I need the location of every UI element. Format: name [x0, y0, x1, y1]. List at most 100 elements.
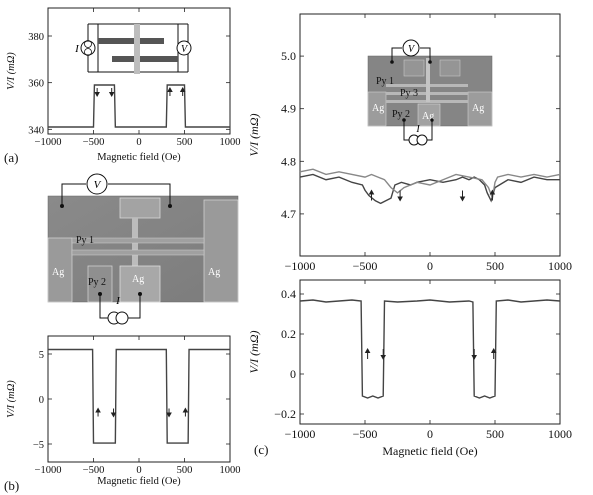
sem-c-current-label: I: [415, 124, 420, 135]
voltmeter-icon: [176, 40, 192, 56]
x-tick-label-a: 0: [136, 137, 141, 148]
x-tick-label-c-bottom: 500: [486, 427, 504, 441]
x-tick-label-b: 500: [177, 465, 193, 476]
y-tick-label-c-bottom: 0.4: [281, 287, 296, 301]
field-sweep-arrow-c-bottom: [471, 349, 477, 360]
x-tick-label-a: 500: [177, 137, 193, 148]
panel-b-sem-image: Py 1 Py 2 Ag Ag Ag: [47, 195, 239, 303]
field-sweep-arrow-b: [110, 408, 117, 418]
field-sweep-arrow-a: [94, 88, 100, 97]
panel-b-voltmeter-wiring: V: [60, 173, 172, 208]
y-axis-label-c-bottom: V/I (mΩ): [247, 331, 261, 374]
inset-channel-bar: [134, 24, 140, 74]
x-tick-label-c-top: −1000: [285, 259, 316, 273]
current-source-icon: [80, 40, 96, 56]
field-sweep-arrow-c-bottom: [380, 349, 386, 360]
field-sweep-arrow-c-bottom: [490, 348, 497, 359]
field-sweep-arrow-a: [108, 88, 115, 97]
y-tick-label-c-top: 5.0: [281, 49, 296, 63]
sem-b-py1: Py 1: [76, 235, 94, 246]
y-tick-label-c-top: 4.8: [281, 154, 296, 168]
sem-b-ag-center: Ag: [132, 274, 144, 285]
y-tick-label-a: 340: [28, 125, 44, 136]
inset-ferromagnet-bar-2: [112, 56, 178, 62]
field-sweep-arrow-b: [182, 407, 189, 417]
x-tick-label-b: −500: [83, 465, 105, 476]
y-axis-label-c-top: V/I (mΩ): [247, 114, 261, 157]
sem-b-ag-right: Ag: [208, 267, 220, 278]
axes-frame-b: [47, 335, 231, 463]
field-sweep-arrow-a: [179, 87, 186, 96]
x-tick-label-c-bottom: −500: [353, 427, 378, 441]
y-tick-label-a: 360: [28, 79, 44, 90]
series-line-c-bottom-0: [299, 299, 561, 399]
x-tick-label-c-bottom: −1000: [285, 427, 316, 441]
y-tick-label-c-top: 4.9: [281, 102, 296, 116]
x-tick-label-a: 1000: [220, 137, 241, 148]
y-tick-label-c-bottom: 0: [290, 367, 296, 381]
inset-a-voltage-label: V: [181, 44, 189, 55]
field-sweep-arrow-c-top: [368, 189, 375, 201]
x-tick-label-c-bottom: 1000: [548, 427, 572, 441]
field-sweep-arrow-b: [166, 408, 172, 418]
plot-area-c-bottom: −1000 −500 0 500 1000 −0.2 0 0.2 0.4 Magnetic fie…: [247, 279, 572, 458]
x-axis-label-c-bottom: Magnetic field (Oe): [382, 444, 477, 458]
plot-area-a: −1000 −500 0 500 1000 340 360 380 Magnetic field…: [6, 7, 241, 163]
sem-c-ag-left: Ag: [372, 103, 384, 114]
x-axis-label-a: Magnetic field (Oe): [97, 152, 181, 163]
series-line-a-0: [48, 84, 230, 128]
panel-b: Py 1 Py 2 Ag Ag Ag V I −1000 −500 0 500 1000…: [4, 173, 241, 493]
field-sweep-arrow-c-top: [489, 189, 496, 201]
y-tick-label-b: 0: [39, 395, 44, 406]
panel-a: −1000 −500 0 500 1000 340 360 380 Magnetic field…: [4, 7, 241, 165]
panel-c: −1000 −500 0 500 1000 4.7 4.8 4.9 5.0 V/I (mΩ) −1…: [247, 13, 572, 458]
sem-c-py1: Py 1: [376, 76, 394, 87]
panel-label-b: (b): [4, 478, 19, 493]
sem-c-ag-center: Ag: [422, 111, 434, 122]
plot-area-b: −1000 −500 0 500 1000 −5 0 5 Magnetic field (Oe)…: [6, 335, 241, 487]
panel-b-current-wiring: I: [98, 292, 142, 325]
y-tick-label-c-bottom: 0.2: [281, 327, 296, 341]
y-axis-label-a: V/I (mΩ): [6, 52, 17, 90]
panel-c-sem-inset: Py 1 Py 3 Py 2 Ag Ag Ag V I: [367, 39, 493, 146]
sem-c-voltage-label: V: [408, 44, 416, 55]
x-tick-label-c-bottom: 0: [427, 427, 433, 441]
panel-label-c: (c): [254, 442, 268, 457]
sem-b-py2: Py 2: [88, 277, 106, 288]
panel-a-schematic-inset: V I: [74, 16, 192, 74]
x-tick-label-b: −1000: [35, 465, 62, 476]
y-axis-label-b: V/I (mΩ): [6, 380, 17, 418]
sem-c-ag-right: Ag: [472, 103, 484, 114]
plot-area-c-top: −1000 −500 0 500 1000 4.7 4.8 4.9 5.0 V/I (mΩ): [247, 13, 572, 273]
x-tick-label-c-top: 500: [486, 259, 504, 273]
y-tick-label-a: 380: [28, 32, 44, 43]
sem-b-ag-left: Ag: [52, 267, 64, 278]
series-line-c-top-0: [299, 173, 560, 205]
x-tick-label-a: −1000: [35, 137, 62, 148]
series-line-b-0: [48, 348, 230, 444]
inset-ferromagnet-bar-1: [98, 38, 164, 44]
y-tick-label-c-top: 4.7: [281, 207, 296, 221]
x-tick-label-c-top: −500: [353, 259, 378, 273]
voltmeter-icon: [402, 39, 420, 57]
x-tick-label-a: −500: [83, 137, 105, 148]
field-sweep-arrow-c-top: [459, 190, 466, 202]
sem-b-current-label: I: [115, 295, 121, 307]
sem-b-voltage-label: V: [94, 179, 102, 191]
x-axis-label-b: Magnetic field (Oe): [97, 476, 181, 487]
x-tick-label-b: 1000: [220, 465, 241, 476]
sem-c-py3: Py 3: [400, 88, 418, 99]
x-tick-label-b: 0: [136, 465, 141, 476]
field-sweep-arrow-c-bottom: [364, 348, 371, 359]
inset-a-current-label: I: [74, 43, 80, 55]
field-sweep-arrow-b: [95, 407, 101, 417]
panel-label-a: (a): [4, 150, 18, 165]
x-tick-label-c-top: 0: [427, 259, 433, 273]
series-line-c-top-1: [299, 168, 561, 201]
x-tick-label-c-top: 1000: [548, 259, 572, 273]
y-tick-label-b: 5: [39, 350, 44, 361]
y-tick-label-b: −5: [33, 440, 44, 451]
y-tick-label-c-bottom: −0.2: [274, 407, 296, 421]
